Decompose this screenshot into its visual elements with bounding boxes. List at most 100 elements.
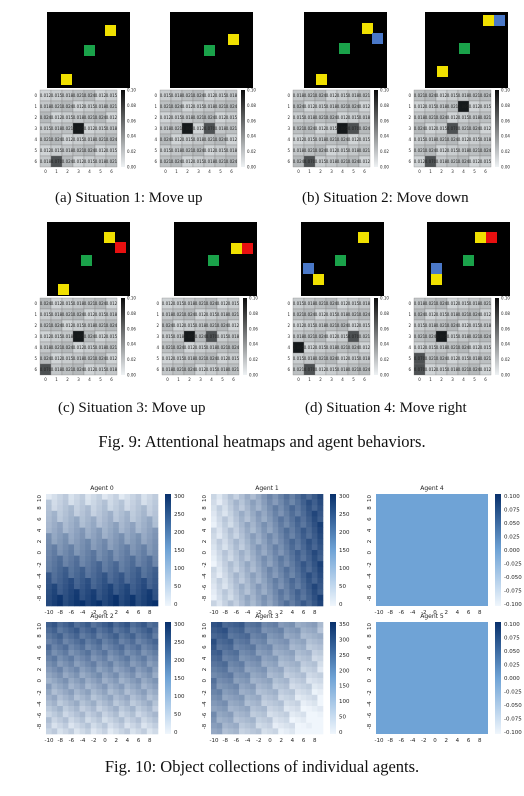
heatmap-cell bbox=[90, 689, 97, 696]
heatmap-cell bbox=[216, 510, 223, 517]
heatmap-cell bbox=[283, 550, 290, 556]
heatmap-cell bbox=[278, 627, 285, 634]
heatmap-cell bbox=[130, 561, 136, 568]
heatmap-cell bbox=[79, 589, 86, 596]
heatmap-cell-value: 0.018 bbox=[73, 356, 85, 361]
heatmap-cell bbox=[222, 555, 229, 562]
heatmap-cell bbox=[130, 700, 136, 707]
heatmap-cell bbox=[135, 555, 142, 562]
heatmap-cell bbox=[146, 589, 153, 596]
y-tick-label: 10 bbox=[202, 623, 208, 630]
heatmap-cell bbox=[233, 672, 240, 679]
heatmap-cell bbox=[244, 683, 251, 690]
y-tick-label: 2 bbox=[287, 115, 290, 120]
heatmap-cell bbox=[306, 566, 313, 573]
heatmap-cell bbox=[244, 572, 251, 579]
heatmap-cell-value: 0.015 bbox=[40, 126, 52, 131]
heatmap-cell bbox=[68, 578, 75, 584]
heatmap-cell bbox=[233, 722, 240, 729]
heatmap-cell bbox=[244, 589, 251, 596]
heatmap-cell bbox=[211, 700, 217, 707]
heatmap-cell-value: 0.018 bbox=[348, 148, 360, 153]
heatmap-cell bbox=[300, 600, 307, 607]
heatmap-cell-value: 0.012 bbox=[195, 367, 207, 372]
heatmap-cell bbox=[152, 672, 159, 679]
heatmap-cell bbox=[51, 522, 58, 528]
x-tick-label: 2 bbox=[188, 377, 191, 382]
heatmap-cell bbox=[141, 494, 148, 500]
heatmap-cell bbox=[244, 600, 251, 607]
heatmap-cell-value: 0.012 bbox=[95, 334, 107, 339]
colorbar-tick-label: 0.02 bbox=[380, 357, 389, 362]
heatmap-cell-value: 0.024 bbox=[84, 334, 96, 339]
heatmap-cell bbox=[278, 505, 285, 512]
y-tick-label: 3 bbox=[408, 334, 411, 339]
heatmap-cell bbox=[222, 594, 229, 601]
heatmap-cell bbox=[289, 655, 296, 662]
heatmap-cell bbox=[300, 711, 307, 718]
heatmap-cell bbox=[222, 672, 229, 679]
colorbar-tick-label: 0.04 bbox=[247, 134, 256, 139]
heatmap-cell bbox=[51, 600, 58, 607]
heatmap-cell-value: 0.015 bbox=[206, 367, 218, 372]
heatmap-cell-value: 0.012 bbox=[315, 367, 327, 372]
heatmap-cell bbox=[46, 499, 52, 506]
heatmap-cell bbox=[295, 728, 301, 735]
heatmap-cell bbox=[141, 717, 148, 724]
heatmap-cell bbox=[57, 550, 64, 556]
heatmap-cell bbox=[300, 494, 307, 500]
heatmap-cell bbox=[261, 706, 268, 712]
heatmap-cell bbox=[233, 589, 240, 596]
heatmap-cell-value: 0.018 bbox=[304, 301, 316, 306]
heatmap-cell-value: 0.021 bbox=[359, 148, 371, 153]
heatmap-cell bbox=[79, 544, 86, 551]
heatmap-cell-value: 0.015 bbox=[469, 323, 481, 328]
heatmap-cell bbox=[317, 678, 324, 684]
heatmap-cell-value: 0.024 bbox=[95, 356, 107, 361]
heatmap-cell bbox=[85, 572, 92, 579]
heatmap-cell bbox=[124, 728, 131, 735]
heatmap-cell bbox=[135, 722, 142, 729]
heatmap-cell bbox=[244, 516, 251, 523]
heatmap-cell bbox=[130, 494, 136, 500]
heatmap-cell bbox=[96, 700, 103, 707]
heatmap-cell bbox=[272, 583, 279, 590]
heatmap-cell bbox=[124, 644, 131, 651]
heatmap-cell bbox=[62, 638, 69, 645]
heatmap-cell bbox=[146, 644, 153, 651]
heatmap-cell bbox=[62, 594, 69, 601]
heatmap-cell bbox=[46, 522, 52, 528]
obstacle-square bbox=[115, 242, 126, 253]
heatmap-cell-value: 0.012 bbox=[414, 345, 426, 350]
heatmap-cell bbox=[272, 722, 279, 729]
heatmap-cell bbox=[130, 689, 136, 696]
heatmap-cell bbox=[141, 522, 148, 528]
attention-heatmap-1a: 0.012 0.015 0.018 0.021 0.024 0.012 0.01500.01… bbox=[34, 88, 136, 174]
heatmap-cell bbox=[216, 683, 223, 690]
heatmap-cell-value: 0.021 bbox=[359, 93, 371, 98]
target-square bbox=[362, 23, 373, 34]
heatmap-cell bbox=[130, 655, 136, 662]
y-tick-label: 0 bbox=[367, 551, 373, 555]
x-tick-label: 8 bbox=[148, 610, 152, 614]
heatmap-cell bbox=[227, 600, 234, 607]
heatmap-cell bbox=[306, 561, 313, 568]
heatmap-cell bbox=[283, 555, 290, 562]
heatmap-cell-value: 0.015 bbox=[447, 334, 459, 339]
heatmap-cell-value: 0.015 bbox=[348, 356, 360, 361]
heatmap-cell bbox=[141, 683, 148, 690]
heatmap-cell bbox=[283, 633, 290, 640]
heatmap-cell bbox=[306, 533, 313, 540]
heatmap-cell bbox=[306, 633, 313, 640]
heatmap-cell bbox=[272, 505, 279, 512]
heatmap-cell bbox=[283, 722, 290, 729]
heatmap-cell bbox=[146, 544, 153, 551]
heatmap-cell bbox=[141, 544, 148, 551]
heatmap-cell-value: 0.021 bbox=[304, 148, 316, 153]
x-tick-label: -4 bbox=[410, 738, 416, 742]
heatmap-cell bbox=[96, 516, 103, 523]
heatmap-cell bbox=[239, 589, 245, 596]
heatmap-cell bbox=[289, 706, 296, 712]
colorbar-tick-label: 0.08 bbox=[380, 311, 389, 316]
heatmap-cell bbox=[233, 555, 240, 562]
